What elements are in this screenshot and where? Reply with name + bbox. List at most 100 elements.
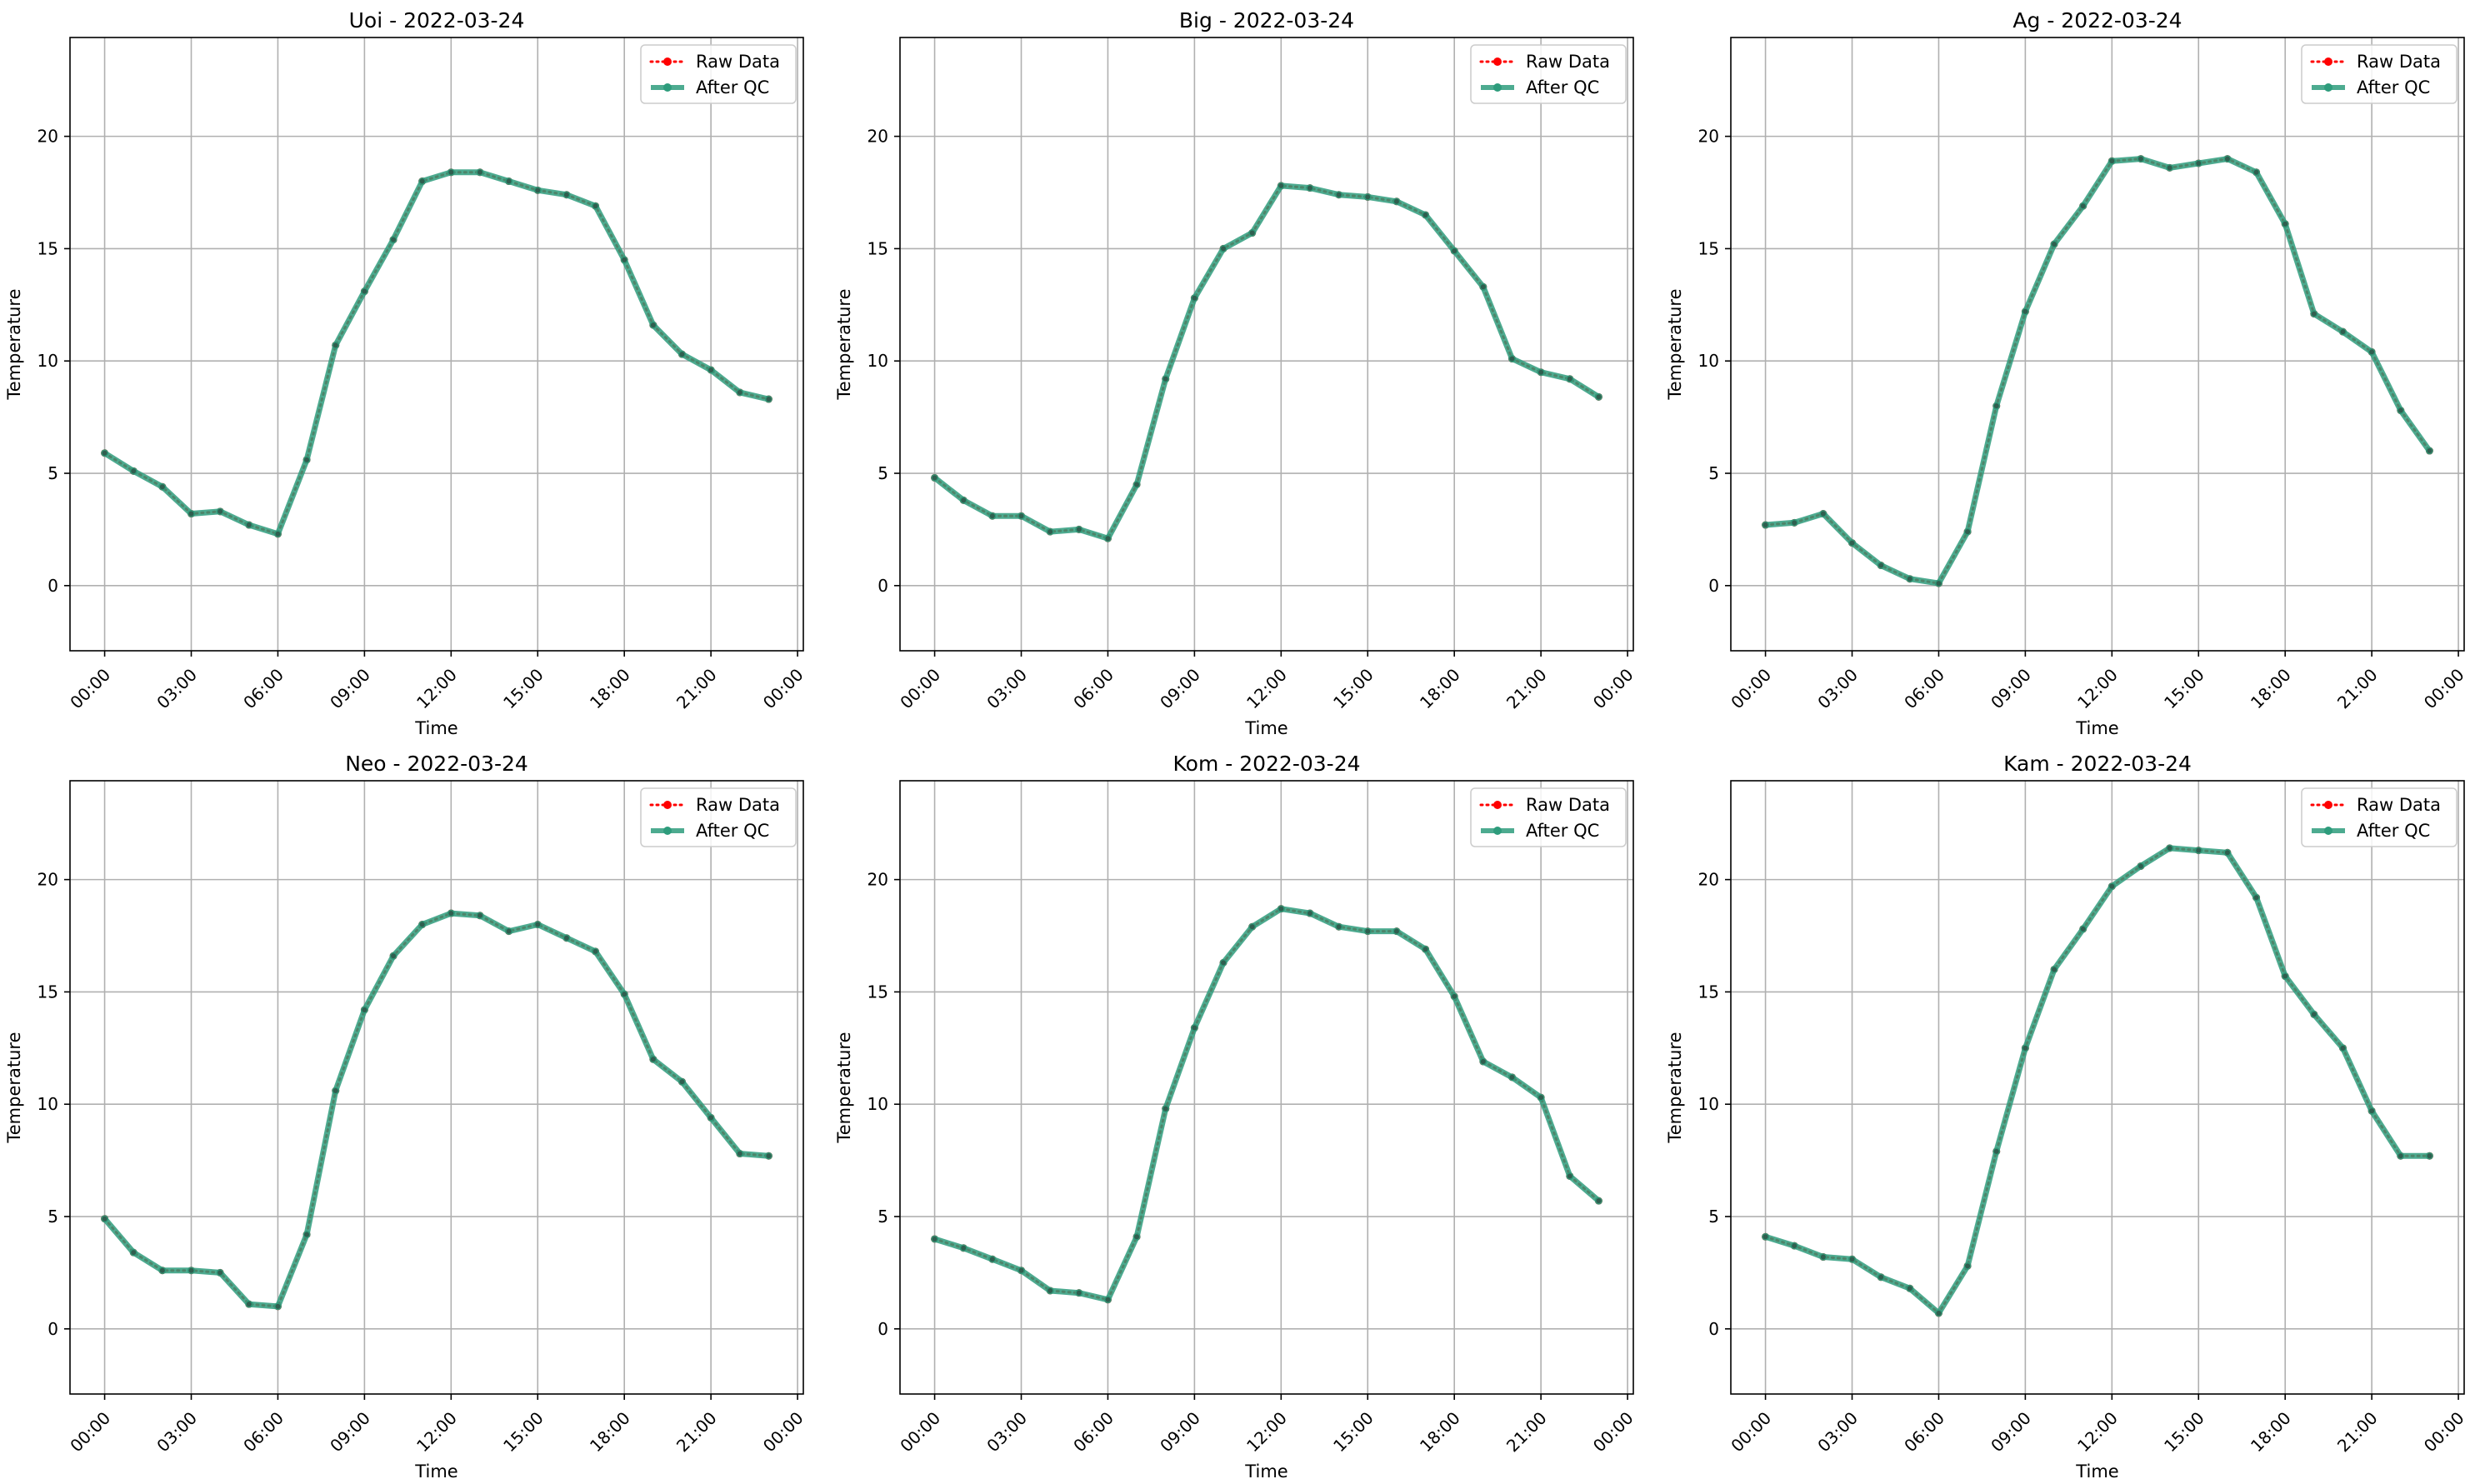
overlap-point [1134, 482, 1140, 487]
overlap-point [932, 475, 938, 481]
overlap-point [2340, 329, 2346, 335]
overlap-point [1307, 185, 1312, 191]
legend-marker-raw-data [2324, 57, 2332, 66]
x-tick-label: 03:00 [982, 1408, 1031, 1457]
y-tick-label: 0 [1708, 576, 1719, 596]
x-tick-label: 00:00 [1589, 1408, 1638, 1457]
overlap-point [1878, 562, 1884, 568]
y-tick-label: 15 [38, 238, 58, 258]
overlap-point [477, 912, 482, 918]
overlap-point [1993, 403, 1999, 409]
overlap-point [2369, 1108, 2375, 1114]
overlap-point [1965, 1263, 1971, 1269]
overlap-point [362, 1007, 368, 1012]
overlap-point [1538, 1095, 1544, 1101]
x-tick-label: 00:00 [66, 1408, 114, 1457]
y-tick-label: 0 [48, 1319, 58, 1339]
overlap-point [1907, 1286, 1912, 1292]
legend-label-raw-data: Raw Data [1526, 795, 1610, 815]
legend-marker-raw-data [1493, 57, 1502, 66]
overlap-point [563, 935, 569, 941]
overlap-point [737, 1151, 742, 1157]
overlap-point [2282, 221, 2288, 227]
overlap-point [1422, 212, 1428, 217]
x-tick-label: 00:00 [1727, 665, 1775, 713]
overlap-point [535, 187, 541, 193]
chart-title: Kom - 2022-03-24 [1173, 752, 1361, 776]
y-axis-label: Temperature [834, 1032, 854, 1143]
x-tick-label: 06:00 [1900, 1408, 1948, 1457]
axes-frame [69, 37, 804, 652]
overlap-point [2167, 845, 2172, 851]
overlap-point [2253, 169, 2259, 175]
axes-frame [899, 780, 1634, 1395]
overlap-point [1422, 947, 1428, 952]
series-line-after-qc [102, 169, 772, 537]
overlap-point [1018, 1267, 1024, 1273]
legend: Raw Data After QC [2301, 787, 2458, 847]
legend-label-after-qc: After QC [2357, 821, 2430, 841]
overlap-point [218, 508, 223, 514]
overlap-point [2109, 158, 2115, 164]
overlap-point [2369, 349, 2375, 355]
overlap-point [1048, 1287, 1053, 1293]
overlap-point [1792, 1243, 1798, 1249]
x-tick-label: 03:00 [152, 665, 201, 713]
x-tick-label: 00:00 [759, 665, 808, 713]
overlap-point [1567, 1173, 1572, 1179]
y-tick-label: 20 [1698, 870, 1719, 890]
overlap-point [275, 531, 281, 537]
overlap-point [188, 511, 194, 517]
overlap-point [2398, 407, 2403, 413]
overlap-point [477, 169, 482, 175]
overlap-point [1936, 581, 1942, 587]
y-tick-label: 20 [868, 870, 888, 890]
overlap-point [1993, 1148, 1999, 1154]
overlap-point [989, 1257, 995, 1262]
legend: Raw Data After QC [2301, 44, 2458, 104]
overlap-point [1878, 1274, 1884, 1280]
y-tick-label: 5 [48, 1207, 58, 1227]
y-axis-label: Temperature [1665, 288, 1685, 400]
x-tick-label: 21:00 [2333, 665, 2382, 713]
overlap-point [448, 169, 454, 175]
y-tick-label: 20 [868, 127, 888, 147]
overlap-point [304, 1232, 310, 1237]
series-line-after-qc [932, 906, 1602, 1303]
legend-label-raw-data: Raw Data [2357, 795, 2441, 815]
x-tick-label: 00:00 [2420, 665, 2468, 713]
overlap-point [961, 1245, 967, 1251]
overlap-point [1336, 924, 1342, 930]
overlap-point [188, 1267, 194, 1273]
x-tick-label: 06:00 [1069, 1408, 1118, 1457]
x-tick-label: 18:00 [586, 665, 634, 713]
y-tick-label: 0 [1708, 1319, 1719, 1339]
overlap-point [1307, 911, 1312, 917]
x-tick-label: 09:00 [326, 1408, 374, 1457]
overlap-point [1792, 520, 1798, 526]
x-tick-label: 18:00 [586, 1408, 634, 1457]
series-line-after-qc [932, 182, 1602, 542]
y-tick-label: 20 [38, 127, 58, 147]
overlap-point [2022, 1045, 2028, 1051]
axes-frame [69, 780, 804, 1395]
overlap-point [131, 468, 137, 474]
overlap-point [1105, 536, 1111, 542]
y-tick-label: 20 [1698, 127, 1719, 147]
y-tick-label: 15 [868, 238, 888, 258]
overlap-point [1162, 1106, 1168, 1112]
x-tick-label: 03:00 [982, 665, 1031, 713]
x-tick-label: 00:00 [896, 1408, 944, 1457]
x-tick-label: 00:00 [1727, 1408, 1775, 1457]
x-tick-label: 03:00 [1813, 665, 1862, 713]
legend-marker-after-qc [1493, 827, 1502, 835]
overlap-point [159, 1267, 165, 1273]
legend-marker-after-qc [2324, 83, 2332, 92]
overlap-point [506, 178, 512, 184]
overlap-point [1249, 230, 1255, 236]
legend: Raw Data After QC [1470, 787, 1627, 847]
legend-marker-raw-data [663, 801, 672, 809]
x-tick-label: 00:00 [2420, 1408, 2468, 1457]
legend-label-after-qc: After QC [696, 77, 769, 97]
x-axis-label: Time [414, 718, 458, 738]
